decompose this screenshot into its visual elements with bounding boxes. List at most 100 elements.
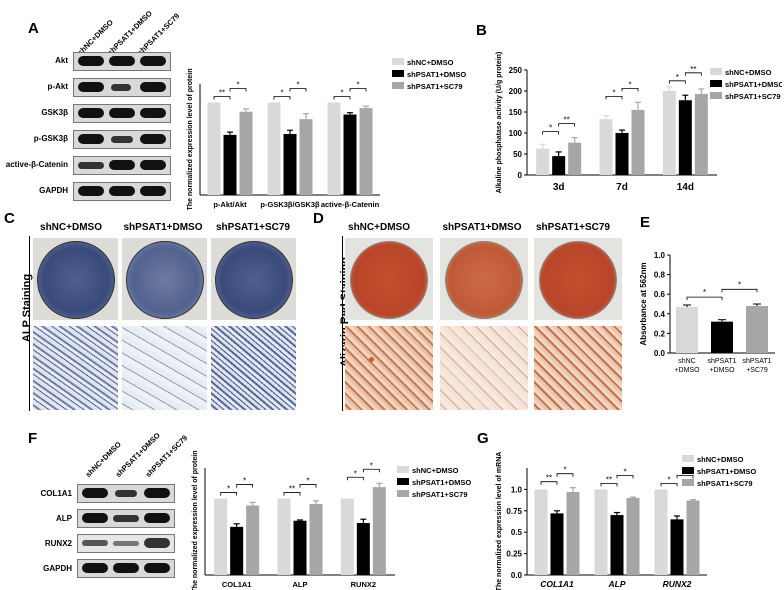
chart-b: 0 50 100 150 200 250 Alkaline phosphatase acti… [496, 52, 782, 194]
sig-mark: ** [690, 65, 696, 74]
bar-3d-2 [568, 142, 582, 175]
alp-well-2 [122, 238, 207, 320]
bar-14d-1 [678, 100, 692, 175]
sig-mark: * [628, 80, 631, 89]
blot-col1a1 [77, 484, 175, 503]
y-tick-label: 0.75 [506, 507, 522, 516]
col-title-d1: shNC+DMSO [348, 222, 410, 233]
sig-mark: * [340, 89, 343, 98]
legend-label: shPSAT1+SC79 [407, 82, 463, 91]
y-tick-label: 100 [509, 129, 523, 138]
legend-swatch [392, 70, 404, 77]
col-title-c1: shNC+DMSO [40, 222, 102, 233]
blot-active-b-catenin [73, 156, 171, 175]
blot-gapdh-a [73, 182, 171, 201]
legend-label: shPSAT1+SC79 [412, 490, 468, 499]
bar-COL1A1-1 [230, 526, 244, 575]
bar-ALP-2 [309, 503, 323, 575]
sig-mark: * [549, 124, 552, 133]
bar-RUNX2-0 [340, 498, 354, 575]
category-label: RUNX2 [351, 580, 376, 589]
y-tick-label: 0.5 [511, 528, 523, 537]
legend-swatch [710, 80, 722, 87]
y-tick-label: 0.4 [654, 310, 666, 319]
blot-label-alp: ALP [56, 514, 72, 523]
panel-label-f: F [28, 430, 38, 447]
bar-COL1A1-0 [214, 498, 228, 575]
bar-14d-0 [662, 91, 676, 175]
legend-label: shNC+DMSO [407, 58, 454, 67]
bar-COL1A1-1 [550, 513, 564, 575]
bar-p-GSK3β/GSK3β-2 [299, 119, 313, 195]
sig-mark: * [703, 288, 706, 297]
alizarin-well-2 [440, 238, 528, 320]
bar-RUNX2-1 [670, 519, 684, 575]
col-title-d2: shPSAT1+DMSO [442, 222, 522, 233]
y-tick-label: 250 [509, 66, 523, 75]
alizarin-well-1 [345, 238, 433, 320]
sig-mark: * [612, 88, 615, 97]
sig-bracket [349, 88, 367, 92]
legend-label: shPSAT1+DMSO [725, 80, 782, 89]
sig-mark: ** [606, 475, 612, 484]
sig-bracket [273, 96, 291, 100]
alizarin-micro-2 [440, 326, 528, 410]
sig-mark: * [563, 466, 566, 475]
chart-g: 0.0 0.25 0.5 0.75 1.0 The normalized expressi… [496, 452, 756, 590]
sig-bracket [213, 96, 231, 100]
sig-bracket [558, 123, 576, 127]
bar-p-GSK3β/GSK3β-0 [267, 102, 281, 195]
category-label: active-β-Catenin [321, 200, 380, 209]
category-label: 14d [677, 182, 694, 193]
sig-bracket [605, 95, 623, 100]
sig-mark: ** [546, 474, 552, 483]
blot-akt [73, 52, 171, 71]
blot-label-gapdh-a: GAPDH [39, 186, 68, 195]
alizarin-micro-3 [534, 326, 622, 410]
legend-label: shPSAT1+DMSO [697, 467, 756, 476]
sig-bracket [556, 473, 574, 477]
category-label: shNC [678, 358, 696, 365]
sig-mark: * [370, 461, 373, 470]
sig-bracket [229, 88, 247, 92]
sig-bracket [616, 475, 634, 479]
sig-mark: ** [289, 485, 295, 494]
legend-label: shNC+DMSO [412, 466, 459, 475]
bar-COL1A1-2 [246, 505, 260, 575]
legend-label: shPSAT1+SC79 [697, 479, 753, 488]
blot-runx2 [77, 534, 175, 553]
category-label: ALP [293, 580, 308, 589]
bar-e-1 [711, 321, 733, 353]
panel-label-b: B [476, 22, 487, 39]
bar-RUNX2-1 [356, 523, 370, 575]
legend-label: shPSAT1+SC79 [725, 92, 781, 101]
blot-p-gsk3b [73, 130, 171, 149]
category-label: 3d [553, 182, 565, 193]
bar-COL1A1-2 [566, 491, 580, 575]
alp-micro-2 [122, 326, 207, 410]
y-tick-label: 0.0 [654, 349, 666, 358]
y-tick-label: 0.8 [654, 271, 666, 280]
legend-swatch [682, 467, 694, 474]
sig-bracket [236, 484, 254, 488]
blot-gsk3b [73, 104, 171, 123]
sig-mark: * [623, 467, 626, 476]
legend-swatch [392, 58, 404, 65]
y-tick-label: 0.0 [511, 571, 523, 580]
blot-label-col1a1: COL1A1 [40, 489, 72, 498]
panel-label-e: E [640, 214, 651, 231]
sig-mark: * [306, 477, 309, 486]
legend-swatch [682, 455, 694, 462]
bar-active-β-Catenin-0 [327, 102, 341, 195]
bar-p-Akt/Akt-0 [207, 102, 221, 195]
sig-mark: * [738, 280, 741, 289]
blot-label-akt: Akt [55, 56, 68, 65]
bar-ALP-0 [594, 489, 608, 575]
sig-mark: * [356, 81, 359, 90]
y-axis-label: The normalized expression level of prote… [192, 451, 199, 590]
y-axis-label: The normalized expression level of prote… [187, 69, 194, 210]
y-tick-label: 50 [513, 150, 522, 159]
blot-label-runx2: RUNX2 [44, 539, 72, 548]
sig-bracket [542, 131, 560, 135]
sig-bracket [289, 88, 307, 92]
